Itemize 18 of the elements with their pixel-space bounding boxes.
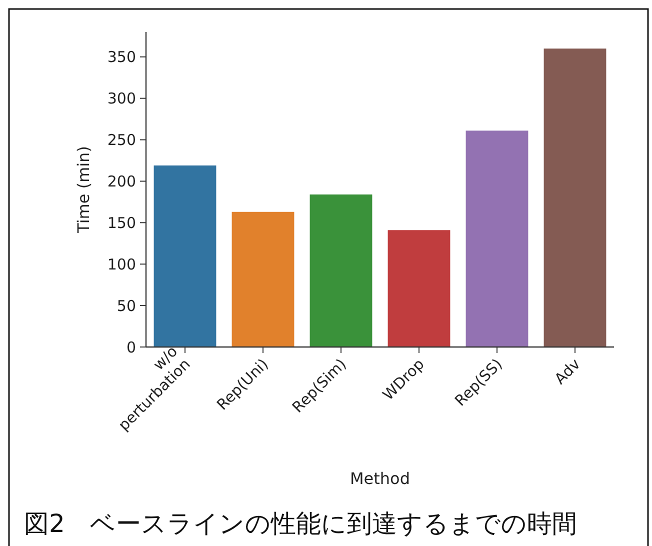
bar: [310, 194, 372, 347]
bar: [388, 230, 450, 347]
caption: 図2 ベースラインの性能に到達するまでの時間: [24, 509, 577, 538]
bar: [466, 130, 528, 347]
y-tick-label: 0: [126, 338, 136, 356]
bar: [232, 212, 294, 347]
bar: [154, 165, 216, 347]
y-tick-label: 50: [116, 296, 136, 315]
bar: [544, 48, 606, 347]
x-axis-title: Method: [350, 469, 410, 488]
x-tick-label: Adv: [551, 355, 584, 388]
y-tick-label: 100: [107, 255, 136, 274]
y-tick-label: 150: [107, 214, 136, 232]
y-tick-label: 300: [107, 90, 136, 108]
y-tick-label: 350: [107, 48, 136, 66]
y-tick-label: 200: [107, 172, 136, 190]
y-tick-label: 250: [107, 131, 136, 150]
y-axis-title: Time (min): [74, 146, 93, 234]
